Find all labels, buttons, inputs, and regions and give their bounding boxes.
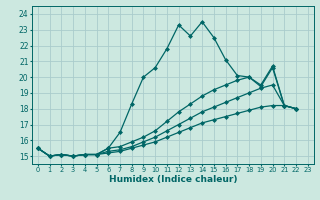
X-axis label: Humidex (Indice chaleur): Humidex (Indice chaleur)	[108, 175, 237, 184]
